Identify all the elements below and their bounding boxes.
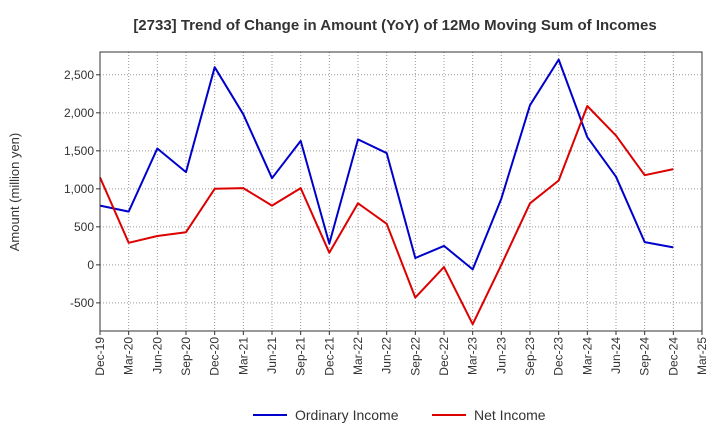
x-tick-label: Mar-21 (236, 337, 250, 375)
x-tick-label: Dec-21 (322, 337, 336, 376)
x-tick-label: Mar-20 (122, 337, 136, 375)
x-tick-label: Jun-21 (265, 337, 279, 374)
grid (100, 52, 702, 331)
y-tick-label: 2,000 (64, 106, 94, 120)
x-tick-label: Sep-21 (294, 337, 308, 376)
x-tick-label: Sep-23 (523, 337, 537, 376)
x-tick-label: Dec-24 (666, 337, 680, 376)
x-tick-label: Sep-24 (638, 337, 652, 376)
y-tick-label: 1,500 (64, 144, 94, 158)
x-tick-label: Jun-24 (609, 337, 623, 374)
series-line-net-income (99, 105, 674, 326)
legend-label: Net Income (474, 407, 546, 423)
y-ticks: -500 0 500 1,000 1,500 2,000 2,500 (64, 68, 100, 310)
series-line-ordinary-income (99, 58, 674, 271)
x-tick-label: Jun-23 (494, 337, 508, 374)
legend-label: Ordinary Income (295, 407, 399, 423)
x-ticks: Dec-19 Mar-20 Jun-20 Sep-20 Dec-20 Mar-21 Jun-… (93, 331, 709, 376)
x-tick-label: Dec-23 (552, 337, 566, 376)
x-tick-label: Jun-20 (150, 337, 164, 374)
y-tick-label: -500 (70, 296, 94, 310)
plot-area (100, 52, 702, 331)
x-tick-label: Jun-22 (380, 337, 394, 374)
plot-frame (99, 51, 703, 332)
y-tick-label: 2,500 (64, 68, 94, 82)
x-tick-label: Dec-22 (437, 337, 451, 376)
x-tick-label: Sep-22 (408, 337, 422, 376)
y-tick-label: 500 (74, 220, 94, 234)
y-tick-label: 1,000 (64, 182, 94, 196)
series-lines (99, 58, 674, 326)
x-tick-label: Mar-24 (580, 337, 594, 375)
x-tick-label: Mar-23 (466, 337, 480, 375)
y-axis-label: Amount (million yen) (7, 133, 22, 252)
y-tick-label: 0 (87, 258, 94, 272)
legend: Ordinary Income Net Income (253, 407, 546, 423)
x-tick-label: Sep-20 (179, 337, 193, 376)
chart-title: [2733] Trend of Change in Amount (YoY) o… (133, 17, 656, 34)
x-tick-label: Dec-20 (208, 337, 222, 376)
x-tick-label: Mar-25 (695, 337, 709, 375)
x-tick-label: Mar-22 (351, 337, 365, 375)
x-tick-label: Dec-19 (93, 337, 107, 376)
